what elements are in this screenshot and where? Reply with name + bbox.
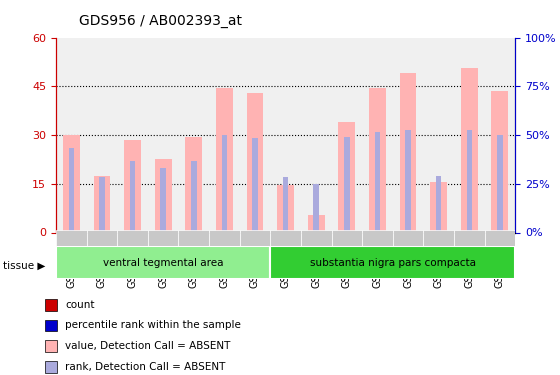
Bar — [492, 91, 508, 232]
Bar — [270, 230, 301, 246]
Bar — [338, 122, 355, 232]
Bar — [155, 159, 171, 232]
Bar — [466, 130, 472, 232]
Bar — [209, 230, 240, 246]
Bar — [185, 136, 202, 232]
Bar — [160, 168, 166, 232]
Bar — [369, 88, 386, 232]
Bar — [454, 230, 484, 246]
Bar — [484, 230, 515, 246]
Bar — [314, 184, 319, 232]
Bar — [130, 161, 136, 232]
Bar — [270, 246, 515, 279]
Bar — [45, 299, 58, 310]
Bar — [277, 185, 294, 232]
Bar — [461, 68, 478, 232]
Bar — [63, 135, 80, 232]
Bar — [45, 340, 58, 352]
Text: value, Detection Call = ABSENT: value, Detection Call = ABSENT — [65, 341, 230, 351]
Text: percentile rank within the sample: percentile rank within the sample — [65, 321, 241, 330]
Text: rank, Detection Call = ABSENT: rank, Detection Call = ABSENT — [65, 362, 225, 372]
Bar — [332, 230, 362, 246]
Bar — [400, 73, 417, 232]
Text: GDS956 / AB002393_at: GDS956 / AB002393_at — [79, 14, 242, 28]
Bar — [179, 230, 209, 246]
Bar — [68, 148, 74, 232]
Bar — [45, 361, 58, 372]
Text: count: count — [65, 300, 95, 310]
Text: ventral tegmental area: ventral tegmental area — [103, 258, 223, 267]
Bar — [148, 230, 179, 246]
Bar — [56, 230, 87, 246]
Bar — [191, 161, 197, 232]
Bar — [252, 138, 258, 232]
Text: tissue ▶: tissue ▶ — [3, 261, 45, 271]
Text: substantia nigra pars compacta: substantia nigra pars compacta — [310, 258, 476, 267]
Bar — [56, 246, 270, 279]
Bar — [362, 230, 393, 246]
Bar — [99, 177, 105, 232]
Bar — [124, 140, 141, 232]
Bar — [246, 93, 263, 232]
Bar — [308, 214, 325, 232]
Bar — [430, 182, 447, 232]
Bar — [117, 230, 148, 246]
Bar — [240, 230, 270, 246]
Bar — [87, 230, 117, 246]
Bar — [344, 136, 349, 232]
Bar — [375, 132, 380, 232]
Bar — [405, 130, 411, 232]
Bar — [393, 230, 423, 246]
Bar — [423, 230, 454, 246]
Bar — [45, 320, 58, 331]
Bar — [436, 176, 441, 232]
Bar — [216, 88, 233, 232]
Bar — [94, 176, 110, 232]
Bar — [301, 230, 332, 246]
Bar — [222, 135, 227, 232]
Bar — [283, 177, 288, 232]
Bar — [497, 135, 503, 232]
